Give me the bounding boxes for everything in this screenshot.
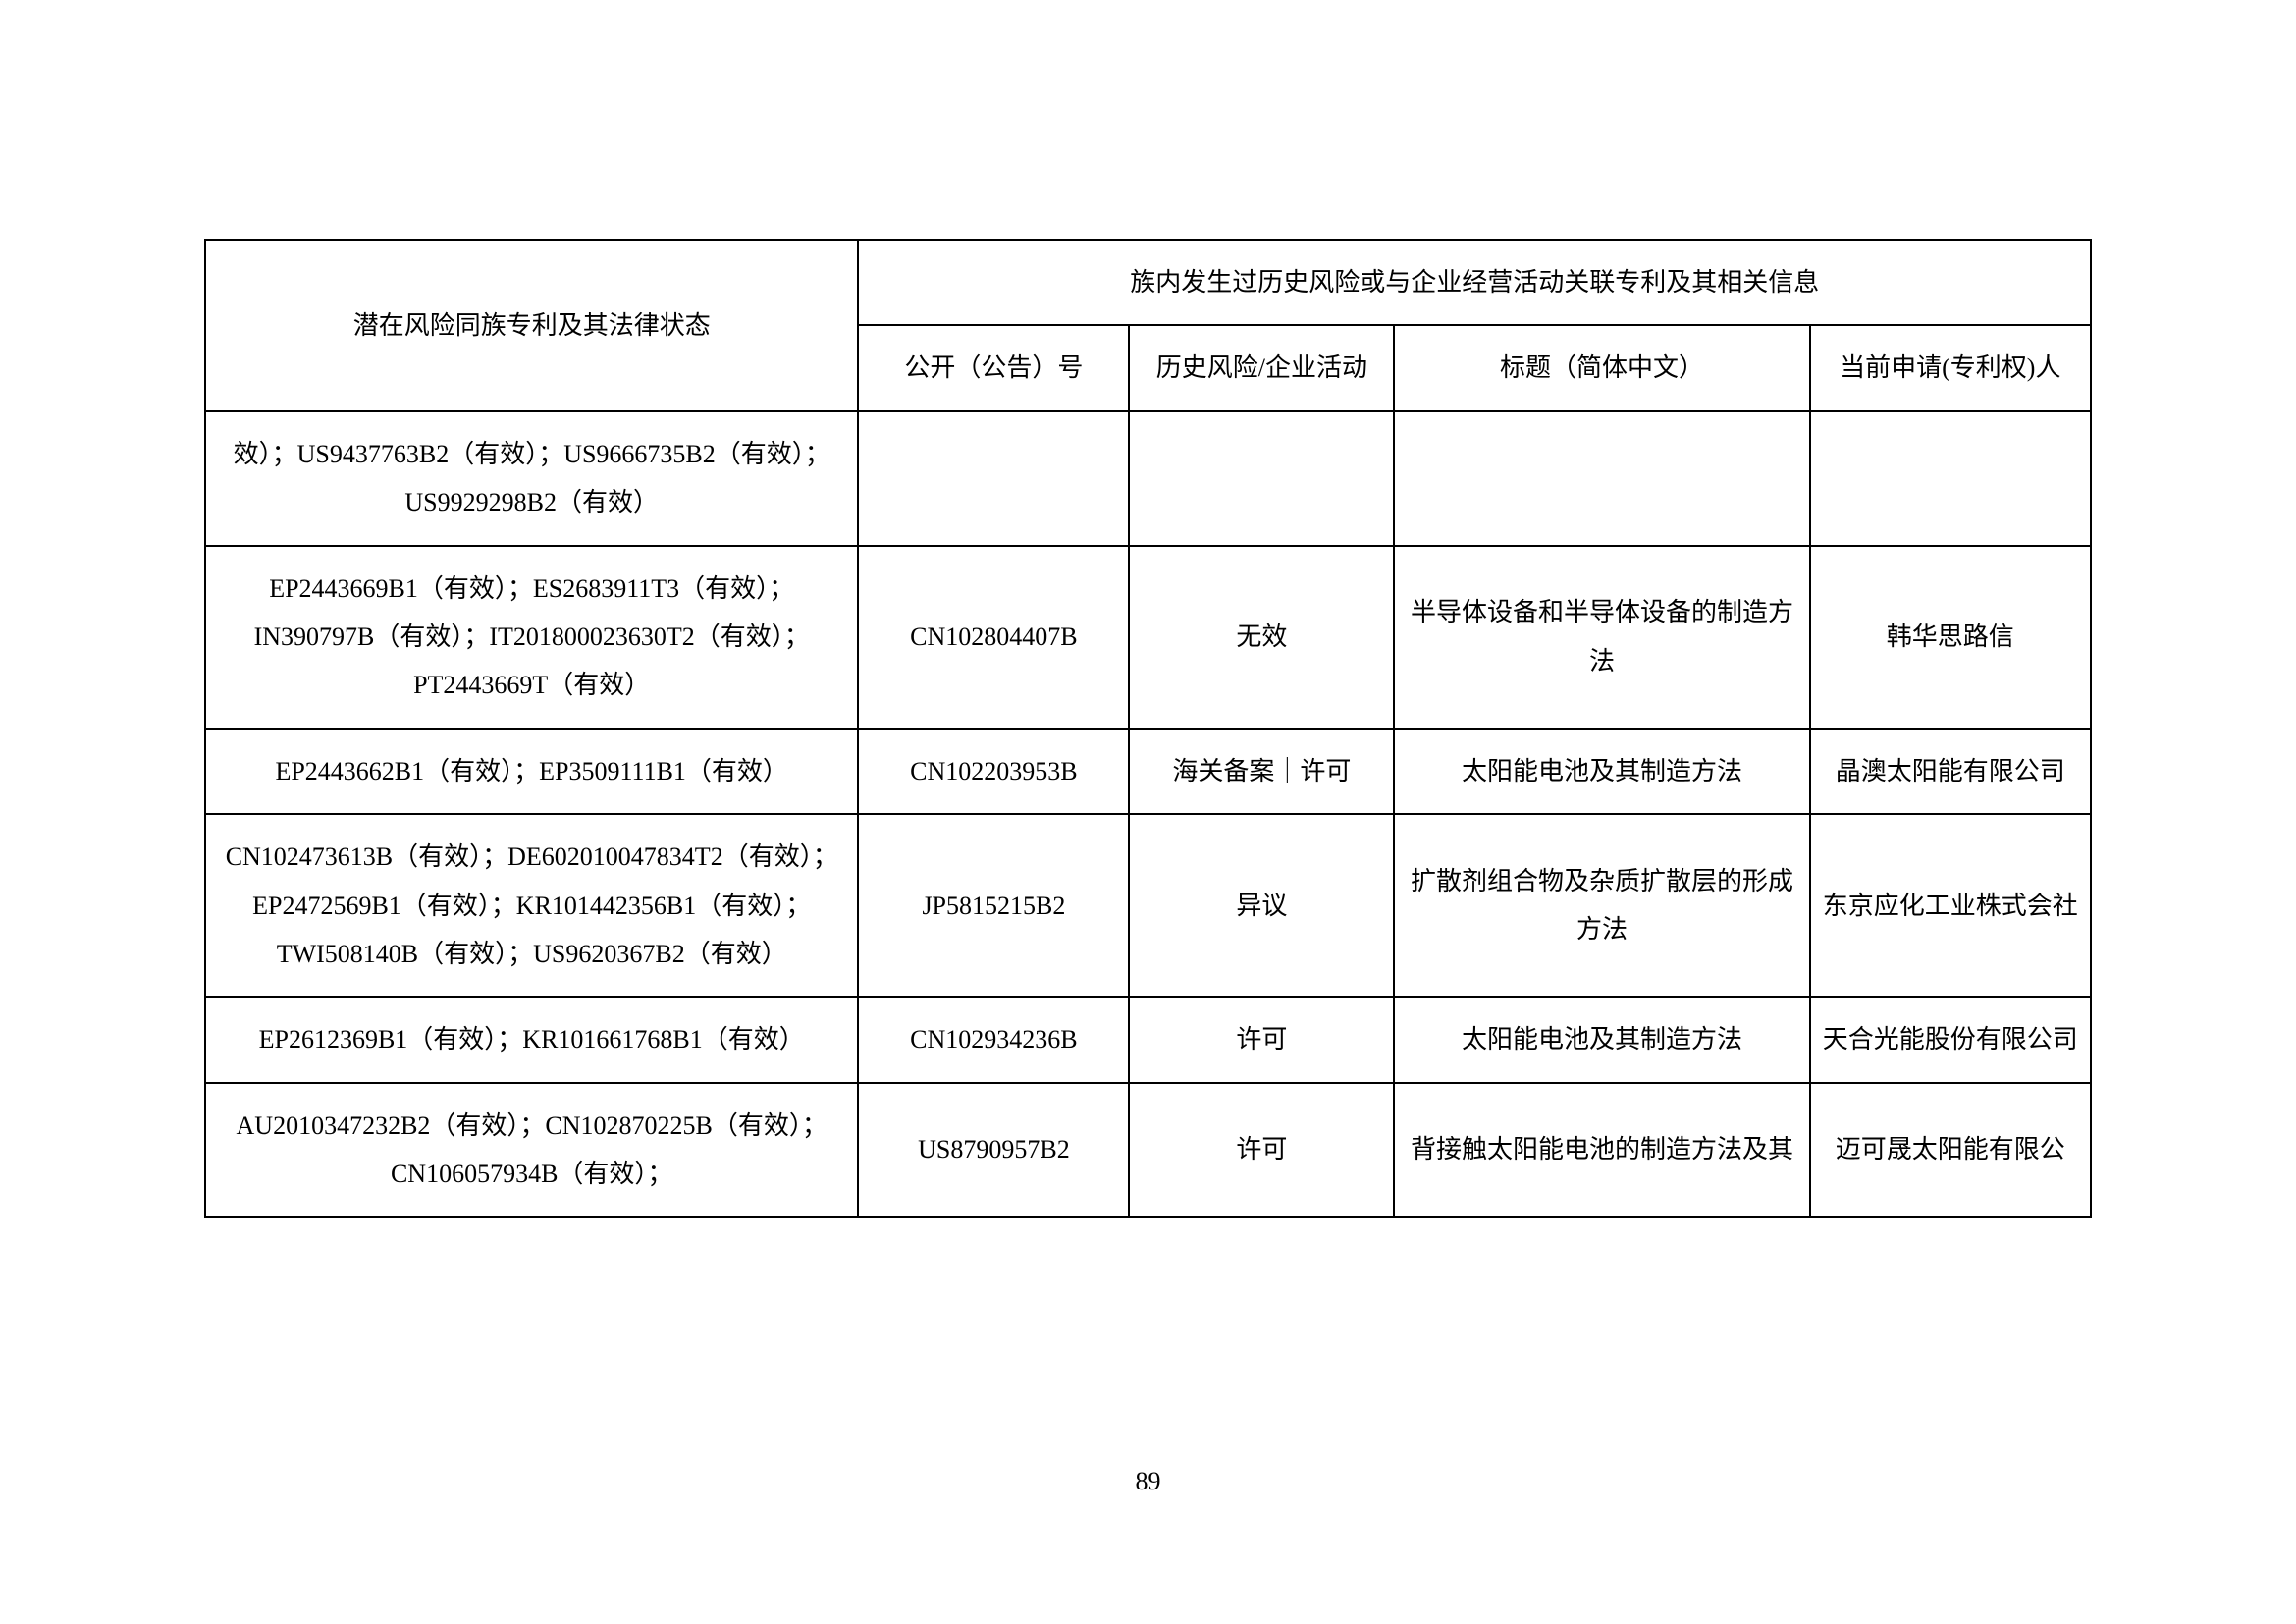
cell-family: EP2612369B1（有效）；KR101661768B1（有效） [205, 997, 858, 1082]
cell-risk: 海关备案｜许可 [1129, 729, 1394, 814]
cell-applicant: 天合光能股份有限公司 [1810, 997, 2091, 1082]
cell-title: 扩散剂组合物及杂质扩散层的形成方法 [1394, 814, 1809, 997]
header-applicant: 当前申请(专利权)人 [1810, 325, 2091, 410]
document-page: 潜在风险同族专利及其法律状态 族内发生过历史风险或与企业经营活动关联专利及其相关… [0, 0, 2296, 1624]
cell-family: 效）；US9437763B2（有效）；US9666735B2（有效）；US992… [205, 411, 858, 546]
cell-risk: 许可 [1129, 997, 1394, 1082]
cell-family: AU2010347232B2（有效）；CN102870225B（有效）；CN10… [205, 1083, 858, 1218]
header-risk: 历史风险/企业活动 [1129, 325, 1394, 410]
cell-title: 太阳能电池及其制造方法 [1394, 997, 1809, 1082]
table-row: AU2010347232B2（有效）；CN102870225B（有效）；CN10… [205, 1083, 2091, 1218]
cell-pub: US8790957B2 [858, 1083, 1129, 1218]
cell-risk [1129, 411, 1394, 546]
cell-pub [858, 411, 1129, 546]
cell-title: 半导体设备和半导体设备的制造方法 [1394, 546, 1809, 729]
cell-risk: 无效 [1129, 546, 1394, 729]
table-row: EP2443662B1（有效）；EP3509111B1（有效） CN102203… [205, 729, 2091, 814]
cell-family: EP2443662B1（有效）；EP3509111B1（有效） [205, 729, 858, 814]
cell-pub: CN102934236B [858, 997, 1129, 1082]
cell-title: 背接触太阳能电池的制造方法及其 [1394, 1083, 1809, 1218]
cell-pub: CN102804407B [858, 546, 1129, 729]
cell-risk: 异议 [1129, 814, 1394, 997]
table-header: 潜在风险同族专利及其法律状态 族内发生过历史风险或与企业经营活动关联专利及其相关… [205, 240, 2091, 411]
cell-applicant: 东京应化工业株式会社 [1810, 814, 2091, 997]
header-group: 族内发生过历史风险或与企业经营活动关联专利及其相关信息 [858, 240, 2091, 325]
table-body: 效）；US9437763B2（有效）；US9666735B2（有效）；US992… [205, 411, 2091, 1218]
page-number: 89 [0, 1467, 2296, 1496]
cell-applicant [1810, 411, 2091, 546]
patent-risk-table: 潜在风险同族专利及其法律状态 族内发生过历史风险或与企业经营活动关联专利及其相关… [204, 239, 2092, 1218]
cell-risk: 许可 [1129, 1083, 1394, 1218]
cell-applicant: 迈可晟太阳能有限公 [1810, 1083, 2091, 1218]
header-pub: 公开（公告）号 [858, 325, 1129, 410]
cell-title [1394, 411, 1809, 546]
cell-applicant: 韩华思路信 [1810, 546, 2091, 729]
cell-title: 太阳能电池及其制造方法 [1394, 729, 1809, 814]
table-row: CN102473613B（有效）；DE602010047834T2（有效）；EP… [205, 814, 2091, 997]
cell-pub: JP5815215B2 [858, 814, 1129, 997]
cell-applicant: 晶澳太阳能有限公司 [1810, 729, 2091, 814]
table-row: EP2443669B1（有效）；ES2683911T3（有效）；IN390797… [205, 546, 2091, 729]
header-title: 标题（简体中文） [1394, 325, 1809, 410]
header-family: 潜在风险同族专利及其法律状态 [205, 240, 858, 411]
cell-family: CN102473613B（有效）；DE602010047834T2（有效）；EP… [205, 814, 858, 997]
table-row: EP2612369B1（有效）；KR101661768B1（有效） CN1029… [205, 997, 2091, 1082]
cell-family: EP2443669B1（有效）；ES2683911T3（有效）；IN390797… [205, 546, 858, 729]
table-header-row-1: 潜在风险同族专利及其法律状态 族内发生过历史风险或与企业经营活动关联专利及其相关… [205, 240, 2091, 325]
table-row: 效）；US9437763B2（有效）；US9666735B2（有效）；US992… [205, 411, 2091, 546]
cell-pub: CN102203953B [858, 729, 1129, 814]
